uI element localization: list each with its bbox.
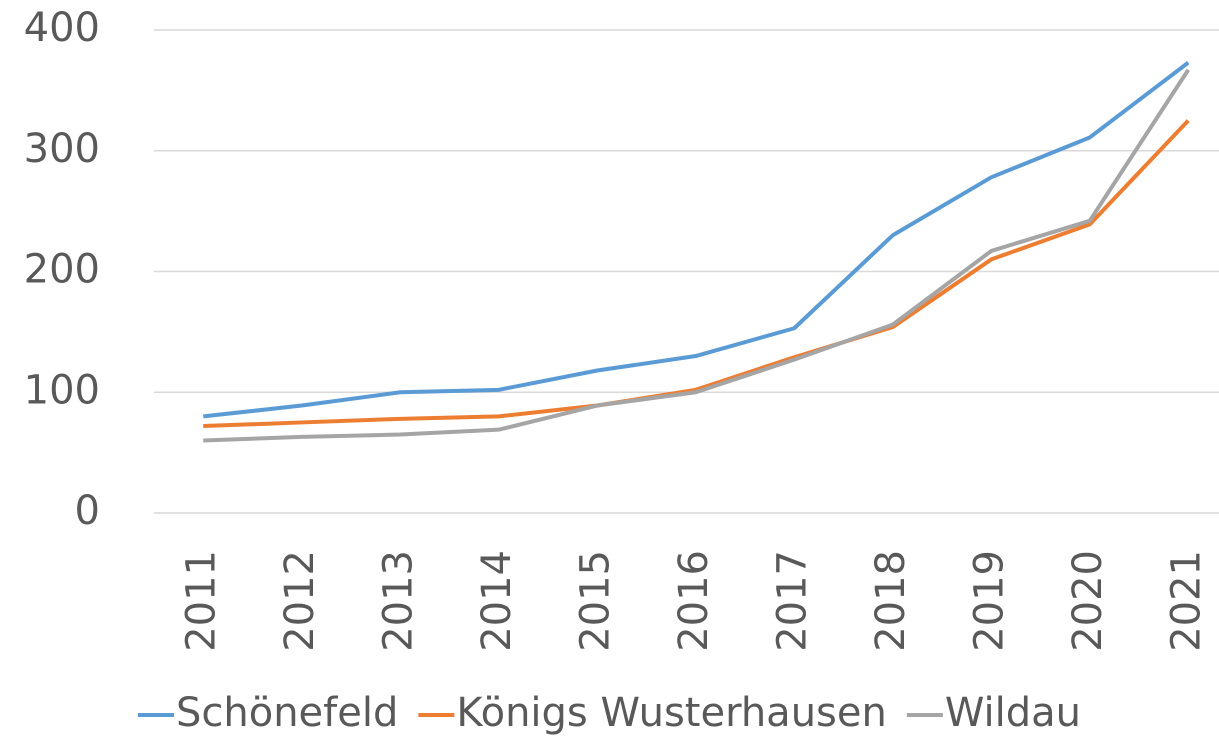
y-tick-label: 0 [75, 488, 100, 534]
x-tick-label: 2020 [1065, 550, 1111, 652]
y-tick-label: 200 [24, 247, 100, 293]
series-line [203, 61, 1190, 419]
x-tick-label: 2015 [572, 550, 618, 652]
series-line [203, 68, 1190, 443]
x-tick-label: 2016 [671, 550, 717, 652]
legend-label: Königs Wusterhausen [456, 690, 887, 736]
x-tick-label: 2017 [769, 550, 815, 652]
x-tick-label: 2012 [277, 550, 323, 652]
x-tick-label: 2019 [966, 550, 1012, 652]
y-tick-label: 100 [24, 367, 100, 413]
x-tick-label: 2014 [474, 550, 520, 652]
x-tick-label: 2018 [868, 550, 914, 652]
x-tick-label: 2013 [375, 550, 421, 652]
series-line [203, 119, 1190, 429]
x-tick-label: 2011 [178, 550, 224, 652]
y-tick-label: 300 [24, 126, 100, 172]
legend-label: Schönefeld [176, 690, 398, 736]
y-tick-label: 400 [24, 5, 100, 51]
legend-label: Wildau [945, 690, 1081, 736]
x-tick-label: 2021 [1163, 550, 1209, 652]
